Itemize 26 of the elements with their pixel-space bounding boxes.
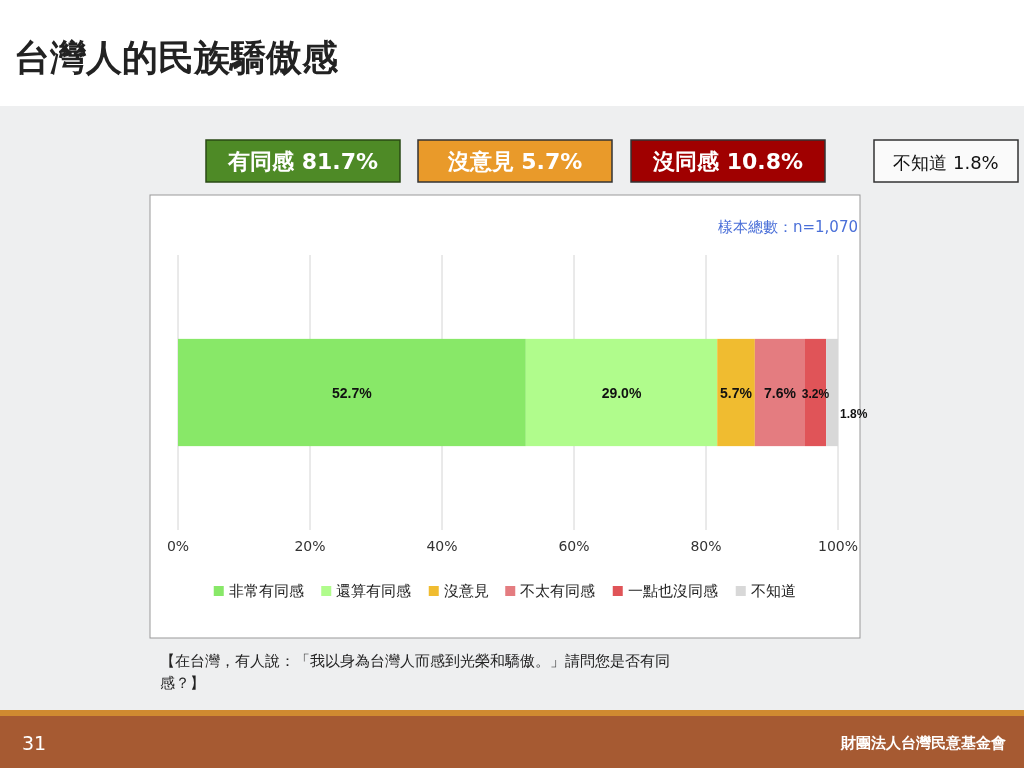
legend-label: 沒意見 bbox=[443, 582, 489, 600]
legend-label: 不太有同感 bbox=[520, 582, 596, 600]
chart-title: 台灣人的民族驕傲感 bbox=[14, 37, 339, 78]
x-tick-label: 0% bbox=[166, 538, 190, 554]
text: 【在台灣，有人說：「我以身為台灣人而感到光榮和驕傲。」請問您是否有同感？】 bbox=[160, 652, 670, 692]
data-label: 1.8% bbox=[840, 406, 868, 421]
x-tick-label: 60% bbox=[558, 538, 590, 554]
legend-label: 一點也沒同感 bbox=[627, 582, 718, 600]
text: 沒同感 10.8% bbox=[652, 149, 803, 174]
x-tick-label: 20% bbox=[294, 538, 326, 554]
text: 不知道 1.8% bbox=[893, 152, 999, 173]
text: 有同感 81.7% bbox=[227, 149, 378, 174]
data-label: 52.7% bbox=[332, 384, 373, 401]
text: 財團法人台灣民意基金會 bbox=[840, 734, 1006, 752]
text: 沒意見 5.7% bbox=[446, 149, 583, 174]
legend-label: 非常有同感 bbox=[228, 582, 304, 600]
x-tick-label: 80% bbox=[690, 538, 722, 554]
x-tick-label: 40% bbox=[426, 538, 458, 554]
data-label: 7.6% bbox=[763, 384, 797, 401]
x-tick-label: 100% bbox=[817, 538, 859, 554]
data-label: 5.7% bbox=[720, 384, 753, 401]
legend-label: 不知道 bbox=[750, 582, 796, 600]
text: 31 bbox=[22, 732, 47, 754]
text: 樣本總數：n=1,070 bbox=[717, 218, 858, 236]
legend-label: 還算有同感 bbox=[336, 582, 412, 600]
data-label: 29.0% bbox=[601, 384, 642, 401]
